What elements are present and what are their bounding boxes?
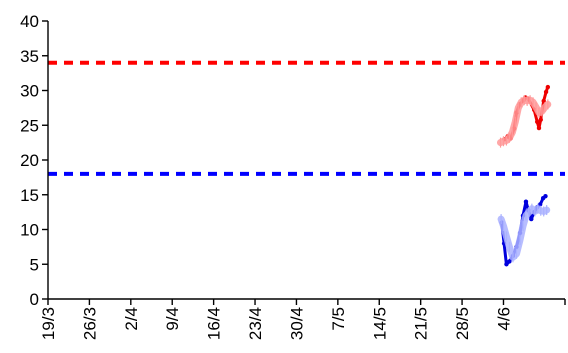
x-tick-label-11: 4/6 [495,307,514,331]
series-line-0-point-12 [539,117,543,121]
x-tick-label-7: 7/5 [329,307,348,331]
series-line-2-point-10 [529,217,533,221]
reference-lines [48,63,565,174]
series-line-0-point-14 [544,90,548,94]
y-tick-label-15: 15 [20,186,39,205]
series-line-0-point-15 [546,85,550,89]
y-tick-label-30: 30 [20,82,39,101]
series-line-0-point-11 [537,126,541,130]
series-layer [500,85,551,267]
y-tick-label-40: 40 [20,12,39,31]
x-tick-label-2: 2/4 [122,307,141,331]
x-tick-label-10: 28/5 [453,307,472,340]
x-tick-label-9: 21/5 [412,307,431,340]
x-tick-label-1: 26/3 [80,307,99,340]
y-tick-label-10: 10 [20,221,39,240]
x-tick-label-4: 16/4 [205,307,224,340]
x-tick-label-8: 14/5 [370,307,389,340]
y-ticks: 0 5 10 15 20 25 30 35 40 [20,12,48,309]
series-line-2-point-15 [543,194,547,198]
series-line-2-point-8 [524,200,528,204]
y-tick-label-0: 0 [30,290,39,309]
x-tick-label-5: 23/4 [246,307,265,340]
y-tick-label-5: 5 [30,255,39,274]
x-tick-label-0: 19/3 [39,307,58,340]
x-tick-label-3: 9/4 [163,307,182,331]
series-band-3 [501,209,547,258]
y-tick-label-25: 25 [20,116,39,135]
y-tick-label-20: 20 [20,151,39,170]
x-tick-label-6: 30/4 [287,307,306,340]
y-tick-label-35: 35 [20,47,39,66]
x-ticks: 19/3 26/3 2/4 9/4 16/4 23/4 30/4 7/5 14/5 21/5 28/… [39,299,565,340]
